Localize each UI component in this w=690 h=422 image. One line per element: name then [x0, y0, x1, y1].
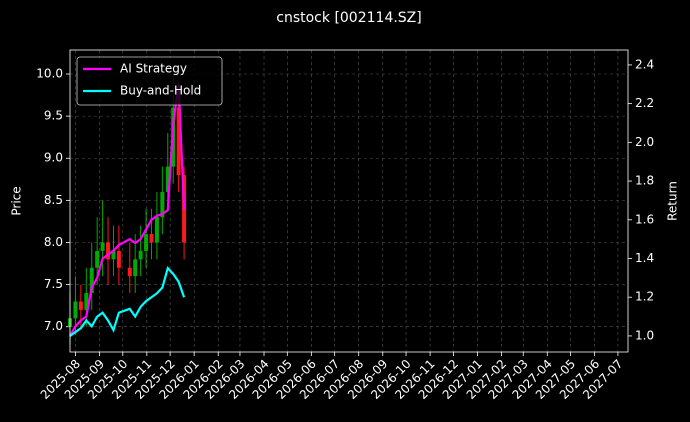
y2-tick-label: 2.0: [635, 135, 654, 149]
candle-body: [73, 301, 78, 319]
y-tick-label: 10.0: [36, 67, 63, 81]
candle-body: [127, 267, 132, 277]
y-tick-label: 9.5: [44, 109, 63, 123]
candle-body: [84, 293, 89, 310]
candle-body: [149, 234, 154, 243]
candle-body: [176, 107, 181, 176]
y-tick-label: 7.0: [44, 319, 63, 333]
return-line: [69, 265, 186, 337]
candle-body: [144, 234, 149, 251]
candle-body: [111, 250, 116, 260]
candle-body: [133, 259, 138, 277]
y2-tick-label: 1.6: [635, 212, 654, 226]
legend-box: [76, 56, 223, 106]
candle-body: [78, 301, 83, 310]
candle-body: [106, 242, 111, 260]
y2-tick-label: 1.4: [635, 251, 654, 265]
candle-body: [95, 250, 100, 268]
candle-body: [165, 166, 170, 192]
return-line: [69, 84, 186, 337]
candle-body: [160, 191, 165, 218]
candle-body: [116, 250, 121, 268]
y2-axis-label: Return: [666, 181, 680, 221]
y2-tick-label: 2.4: [635, 57, 654, 71]
y-tick-label: 7.5: [44, 277, 63, 291]
candle-body: [89, 267, 94, 294]
y2-tick-label: 2.2: [635, 96, 654, 110]
y-tick-label: 8.0: [44, 235, 63, 249]
legend: AI Strategy Buy-and-Hold: [76, 56, 223, 106]
legend-label: Buy-and-Hold: [120, 84, 201, 98]
y-tick-label: 9.0: [44, 151, 63, 165]
chart-title: cnstock [002114.SZ]: [276, 10, 421, 26]
y-axis-label: Price: [10, 186, 24, 215]
y2-tick-label: 1.8: [635, 174, 654, 188]
y-tick-label: 8.5: [44, 193, 63, 207]
y2-tick-label: 1.0: [635, 328, 654, 342]
y2-tick-label: 1.2: [635, 290, 654, 304]
legend-label: AI Strategy: [120, 62, 187, 76]
candle-body: [154, 217, 159, 243]
candle-body: [100, 242, 105, 251]
candle-body: [138, 250, 143, 260]
plot-frame: [69, 49, 629, 353]
